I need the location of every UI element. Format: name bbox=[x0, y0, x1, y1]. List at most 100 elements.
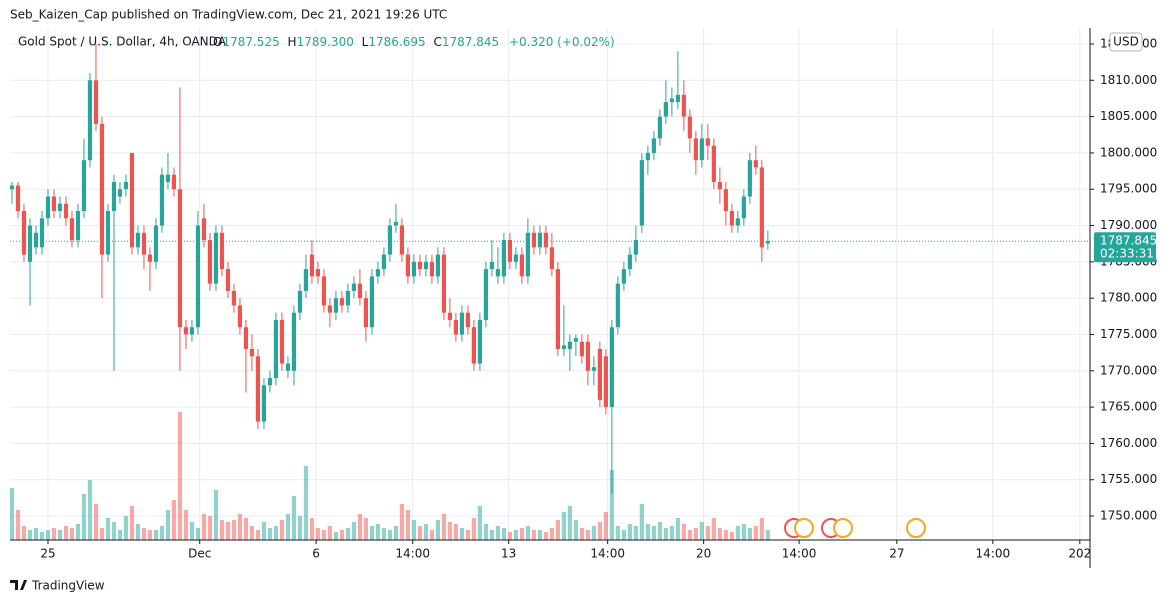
volume-bar bbox=[579, 528, 584, 540]
volume-bar bbox=[51, 528, 57, 540]
volume-bar bbox=[423, 524, 429, 540]
volume-bar bbox=[531, 530, 536, 540]
candle-body bbox=[315, 269, 321, 277]
volume-bar bbox=[339, 530, 345, 540]
event-icon[interactable] bbox=[833, 518, 853, 538]
candle-body bbox=[741, 196, 746, 219]
candle-body bbox=[429, 261, 435, 277]
candle-body bbox=[153, 225, 159, 262]
volume-bar bbox=[129, 506, 135, 540]
candle-body bbox=[231, 290, 237, 306]
candle-body bbox=[393, 221, 399, 226]
event-icon[interactable] bbox=[794, 518, 814, 538]
volume-bar bbox=[549, 528, 554, 540]
candle-body bbox=[573, 338, 578, 342]
volume-bar bbox=[705, 526, 710, 540]
candle-body bbox=[453, 319, 459, 335]
candle-body bbox=[441, 254, 447, 313]
volume-bar bbox=[753, 526, 758, 540]
x-tick-label: 14:00 bbox=[395, 547, 430, 561]
volume-bar bbox=[405, 510, 411, 540]
event-icon[interactable] bbox=[906, 518, 926, 538]
volume-bar bbox=[645, 524, 650, 540]
currency-badge[interactable] bbox=[1109, 32, 1143, 52]
candle-body bbox=[225, 269, 231, 291]
volume-bar bbox=[417, 526, 423, 540]
volume-bar bbox=[255, 530, 261, 540]
candle-body bbox=[417, 261, 423, 270]
volume-bar bbox=[585, 530, 590, 540]
candle-body bbox=[327, 305, 333, 313]
volume-bar bbox=[333, 532, 339, 540]
volume-bar bbox=[57, 530, 63, 540]
y-tick-label: 1800.000 bbox=[1100, 145, 1157, 159]
symbol: Gold Spot / U.S. Dollar, 4h, OANDA bbox=[18, 35, 227, 49]
candle-body bbox=[291, 312, 297, 371]
volume-bar bbox=[87, 480, 93, 540]
volume-bar bbox=[135, 524, 141, 540]
currency: USD bbox=[1113, 35, 1139, 49]
candle-body bbox=[249, 348, 255, 357]
volume-bar bbox=[147, 530, 153, 540]
volume-bar bbox=[369, 526, 375, 540]
volume-bar bbox=[345, 528, 351, 540]
volume-bar bbox=[177, 412, 183, 540]
volume-bar bbox=[81, 494, 87, 540]
candle-body bbox=[27, 225, 33, 262]
x-tick-label: 27 bbox=[889, 547, 904, 561]
candle-body bbox=[15, 185, 21, 212]
volume-bar bbox=[669, 526, 674, 540]
volume-bar bbox=[597, 522, 602, 540]
candle-body bbox=[729, 211, 734, 226]
candle-body bbox=[531, 232, 536, 248]
volume-bar bbox=[357, 514, 363, 540]
y-tick-label: 1805.000 bbox=[1100, 109, 1157, 123]
volume-bar bbox=[693, 528, 698, 540]
candle-body bbox=[69, 218, 75, 241]
footer-text: TradingView bbox=[31, 579, 105, 593]
change: +0.320 (+0.02%) bbox=[509, 35, 615, 49]
y-tick-label: 1755.000 bbox=[1100, 472, 1157, 486]
candle-body bbox=[597, 348, 602, 400]
volume-bar bbox=[33, 528, 39, 540]
volume-bar bbox=[591, 526, 596, 540]
volume-bar bbox=[111, 522, 117, 540]
candle-body bbox=[33, 232, 39, 248]
volume-bar bbox=[183, 510, 189, 540]
volume-bar bbox=[315, 528, 321, 540]
countdown: 02:33:31 bbox=[1100, 247, 1154, 261]
candle-body bbox=[711, 145, 716, 182]
volume-bar bbox=[477, 506, 483, 540]
volume-bar bbox=[291, 496, 297, 540]
candle-body bbox=[687, 116, 692, 139]
candle-body bbox=[489, 261, 494, 270]
candle-body bbox=[651, 138, 656, 153]
candle-body bbox=[657, 116, 662, 139]
candle-body bbox=[321, 276, 327, 306]
plot-area bbox=[10, 28, 1090, 540]
candle-body bbox=[87, 80, 93, 161]
candle-body bbox=[525, 232, 530, 277]
volume-bar bbox=[687, 530, 692, 540]
candle-body bbox=[351, 283, 357, 291]
footer-logo: TradingView bbox=[10, 579, 105, 593]
volume-bar bbox=[573, 520, 578, 540]
volume-bar bbox=[45, 530, 51, 540]
volume-bar bbox=[243, 518, 249, 540]
candle-body bbox=[345, 290, 351, 306]
candle-body bbox=[603, 356, 608, 408]
volume-bar bbox=[375, 524, 381, 540]
candle-body bbox=[399, 225, 405, 255]
y-tick-label: 1810.000 bbox=[1100, 73, 1157, 87]
volume-bar bbox=[519, 528, 524, 540]
volume-bar bbox=[603, 512, 608, 540]
candle-body bbox=[435, 254, 441, 277]
volume-bar bbox=[285, 514, 291, 540]
volume-bar bbox=[675, 518, 680, 540]
volume-bar bbox=[663, 528, 668, 540]
volume-bar bbox=[123, 516, 129, 540]
volume-bar bbox=[21, 526, 27, 540]
candle-body bbox=[39, 218, 45, 248]
candle-body bbox=[363, 298, 369, 328]
volume-bar bbox=[495, 526, 500, 540]
